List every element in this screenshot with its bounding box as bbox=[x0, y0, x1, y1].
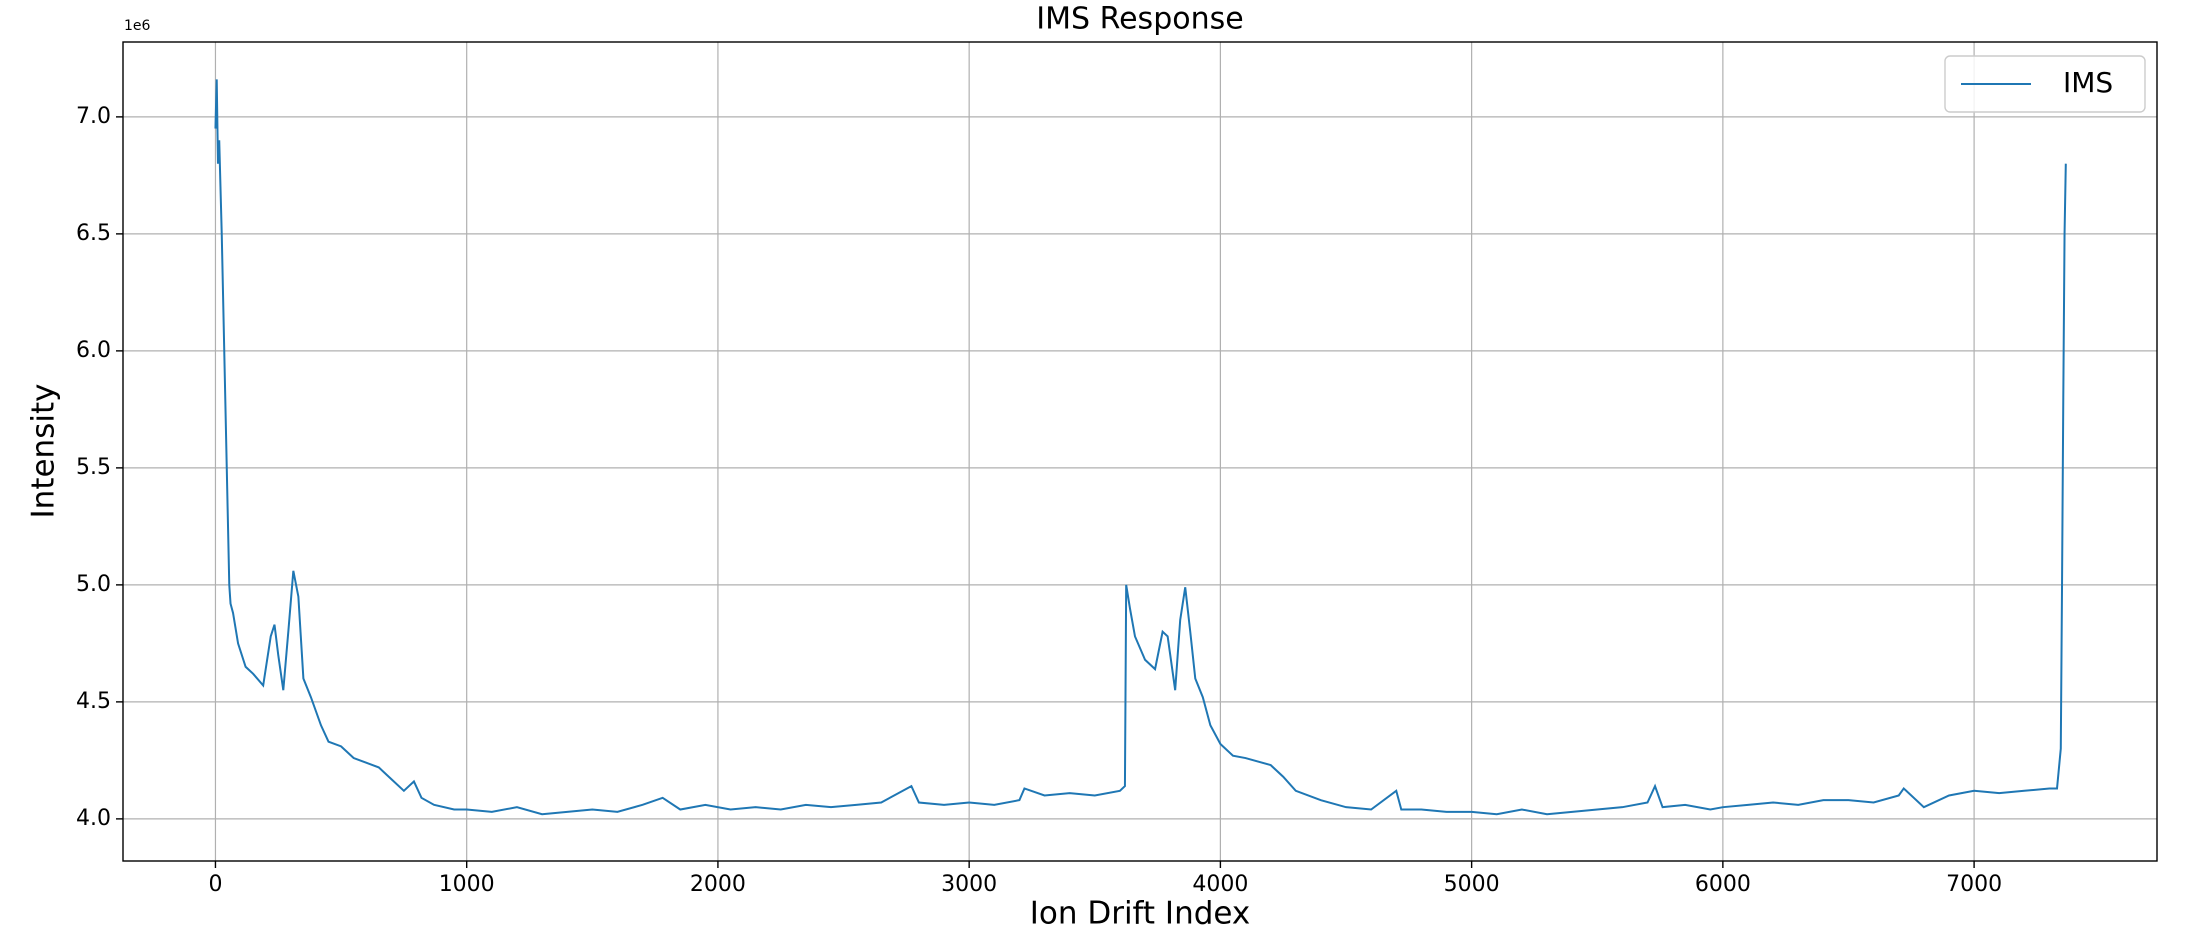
x-tick-label: 5000 bbox=[1444, 872, 1500, 897]
x-tick-label: 7000 bbox=[1946, 872, 2002, 897]
x-tick-label: 1000 bbox=[439, 872, 495, 897]
y-tick-label: 7.0 bbox=[76, 104, 111, 129]
chart-title: IMS Response bbox=[1036, 2, 1243, 37]
y-tick-label: 4.0 bbox=[76, 806, 111, 831]
x-tick-label: 4000 bbox=[1192, 872, 1248, 897]
x-tick-label: 3000 bbox=[941, 872, 997, 897]
x-tick-label: 0 bbox=[208, 872, 222, 897]
y-tick-label: 5.0 bbox=[76, 572, 111, 597]
plot-frame bbox=[122, 41, 2158, 862]
x-tick-label: 2000 bbox=[690, 872, 746, 897]
data-line bbox=[214, 79, 2067, 816]
y-tick-label: 6.0 bbox=[76, 338, 111, 363]
legend-label: IMS bbox=[2063, 66, 2113, 99]
x-tick-label: 6000 bbox=[1695, 872, 1751, 897]
y-axis-label: Intensity bbox=[26, 384, 62, 519]
x-axis-label: Ion Drift Index bbox=[1030, 896, 1251, 932]
y-tick-label: 6.5 bbox=[76, 221, 111, 246]
y-offset-label: 1e6 bbox=[124, 18, 151, 34]
y-tick-label: 4.5 bbox=[76, 689, 111, 714]
legend-box bbox=[1944, 55, 2146, 113]
y-tick-label: 5.5 bbox=[76, 455, 111, 480]
